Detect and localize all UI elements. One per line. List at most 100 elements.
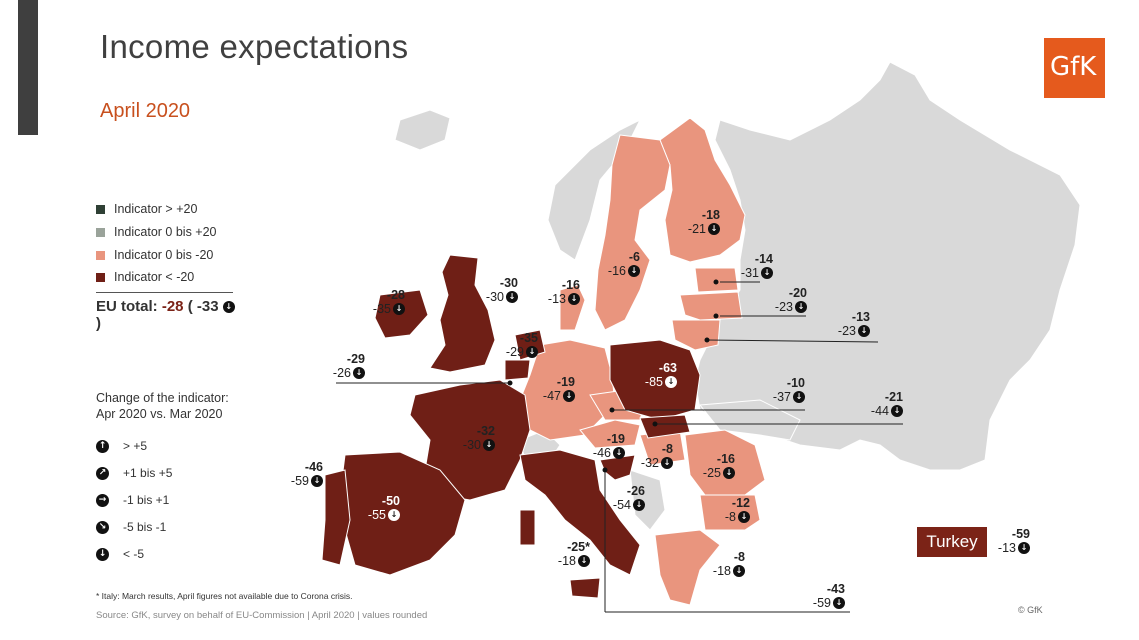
- sweden-shape: [594, 134, 671, 331]
- country-label-croatia: -26 -54 ↓: [605, 484, 645, 512]
- arrow-down-icon: ↓: [795, 301, 807, 313]
- country-label-finland: -18 -21 ↓: [675, 208, 720, 236]
- change-row: -8 ↓: [710, 510, 750, 524]
- indicator-value: -28: [386, 288, 405, 302]
- change-value: -18: [557, 554, 576, 568]
- legend-item: Indicator 0 bis +20: [96, 225, 217, 239]
- change-legend-item: ↑ > +5: [96, 439, 147, 453]
- copyright: © GfK: [1018, 605, 1043, 615]
- indicator-value: -12: [731, 496, 750, 510]
- slovakia-shape: [639, 414, 691, 439]
- change-row: -31 ↓: [728, 266, 773, 280]
- indicator-value: -20: [788, 286, 807, 300]
- arrow-down-icon: ↓: [526, 346, 538, 358]
- change-row: -23 ↓: [825, 324, 870, 338]
- indicator-value: -10: [786, 376, 805, 390]
- sardinia-shape: [519, 509, 536, 546]
- country-label-sweden: -6 -16 ↓: [595, 250, 640, 278]
- change-value: -54: [612, 498, 631, 512]
- latvia-shape: [679, 291, 743, 321]
- legend-label: Indicator > +20: [114, 202, 198, 216]
- change-row: -18 ↓: [705, 564, 745, 578]
- change-value: -26: [332, 366, 351, 380]
- change-legend-label: -5 bis -1: [123, 520, 167, 534]
- eu-total-label: EU total:: [96, 298, 158, 315]
- eu-total-value: -28: [161, 298, 184, 315]
- change-legend-item: → -1 bis +1: [96, 493, 169, 507]
- change-value: -8: [724, 510, 736, 524]
- change-row: -13 ↓: [990, 541, 1030, 555]
- indicator-value: -21: [884, 390, 903, 404]
- source-note: Source: GfK, survey on behalf of EU-Comm…: [96, 610, 428, 621]
- arrow-down-icon: ↓: [578, 555, 590, 567]
- arrow-down-icon: ↓: [568, 293, 580, 305]
- country-label-bulgaria: -12 -8 ↓: [710, 496, 750, 524]
- change-value: -47: [542, 389, 561, 403]
- change-row: -32 ↓: [628, 456, 673, 470]
- gfk-logo: GfK: [1044, 38, 1105, 98]
- arrow-down-icon: ↓: [1018, 542, 1030, 554]
- change-value: -55: [367, 508, 386, 522]
- indicator-value: -46: [304, 460, 323, 474]
- legend-label: Indicator < -20: [114, 270, 195, 284]
- country-label-austria: -19 -46 ↓: [585, 432, 625, 460]
- romania-shape: [684, 429, 766, 496]
- side-accent-bar: [18, 0, 38, 135]
- indicator-value: -29: [346, 352, 365, 366]
- indicator-value: -32: [476, 424, 495, 438]
- arrow-down-icon: ↓: [891, 405, 903, 417]
- change-value: -85: [644, 375, 663, 389]
- country-label-turkey: -59 -13 ↓: [990, 527, 1030, 555]
- indicator-value: -26: [626, 484, 645, 498]
- change-row: -16 ↓: [595, 264, 640, 278]
- arrow-down-icon: ↓: [708, 223, 720, 235]
- indicator-value: -18: [701, 208, 720, 222]
- country-label-greece: -8 -18 ↓: [705, 550, 745, 578]
- change-row: -23 ↓: [762, 300, 807, 314]
- legend-label: Indicator 0 bis -20: [114, 248, 214, 262]
- country-label-portugal: -46 -59 ↓: [278, 460, 323, 488]
- arrow-down-icon: ↓: [628, 265, 640, 277]
- indicator-value: -25*: [567, 540, 590, 554]
- country-label-italy: -25* -18 ↓: [540, 540, 590, 568]
- indicator-value: -35: [519, 331, 538, 345]
- country-label-france: -32 -30 ↓: [450, 424, 495, 452]
- arrow-down-icon: ↓: [388, 509, 400, 521]
- change-value: -30: [462, 438, 481, 452]
- eu-total-divider: [96, 292, 233, 293]
- portugal-shape: [321, 469, 351, 566]
- arrow-down-icon: ↓: [613, 447, 625, 459]
- indicator-value: -43: [826, 582, 845, 596]
- arrow-down-icon: ↓: [858, 325, 870, 337]
- arrow-down-icon: ↓: [833, 597, 845, 609]
- change-legend-label: -1 bis +1: [123, 493, 170, 507]
- arrow-down-icon: ↓: [661, 457, 673, 469]
- arrow-down-icon: ↓: [96, 547, 109, 561]
- change-row: -59 ↓: [278, 474, 323, 488]
- change-legend-item: ↗ +1 bis +5: [96, 466, 172, 480]
- country-label-cyprus: -43 -59 ↓: [800, 582, 845, 610]
- change-value: -23: [837, 324, 856, 338]
- change-row: -46 ↓: [585, 446, 625, 460]
- change-row: -13 ↓: [535, 292, 580, 306]
- country-label-germany: -19 -47 ↓: [530, 375, 575, 403]
- page-subtitle: April 2020: [100, 100, 191, 122]
- change-row: -30 ↓: [468, 290, 518, 304]
- indicator-value: -6: [628, 250, 640, 264]
- arrow-down-icon: ↓: [222, 301, 235, 314]
- country-label-ireland: -28 -35 ↓: [350, 288, 405, 316]
- change-value: -13: [997, 541, 1016, 555]
- change-row: -54 ↓: [605, 498, 645, 512]
- arrow-down-icon: ↓: [633, 499, 645, 511]
- change-row: -85 ↓: [632, 375, 677, 389]
- arrow-up-right-icon: ↗: [96, 466, 109, 480]
- turkey-box: Turkey: [917, 527, 987, 557]
- legend-swatch: [96, 250, 105, 260]
- change-value: -23: [774, 300, 793, 314]
- legend-item: Indicator > +20: [96, 202, 197, 216]
- change-row: -35 ↓: [350, 302, 405, 316]
- arrow-down-icon: ↓: [665, 376, 677, 388]
- change-row: -21 ↓: [675, 222, 720, 236]
- change-value: -18: [712, 564, 731, 578]
- logo-text: GfK: [1050, 52, 1097, 82]
